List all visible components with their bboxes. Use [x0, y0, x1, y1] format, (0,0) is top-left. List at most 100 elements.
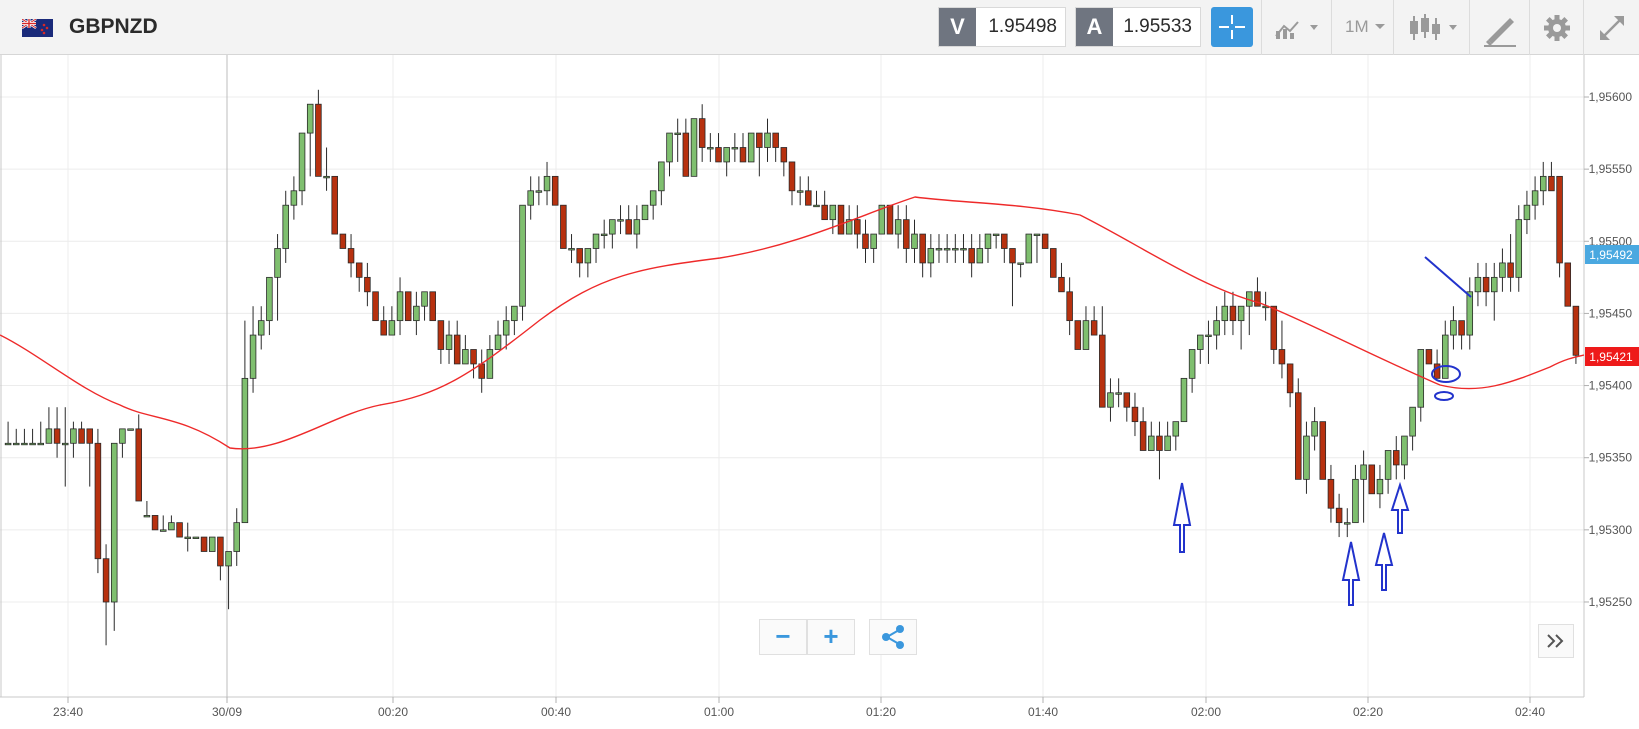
candle [1482, 262, 1490, 307]
candle [886, 204, 894, 235]
candle [1384, 450, 1392, 494]
candle [249, 306, 257, 393]
zoom-out-button[interactable]: − [759, 619, 807, 655]
candle [396, 277, 404, 336]
ask-price-box[interactable]: A 1.95533 [1075, 7, 1201, 47]
candle-body [1311, 421, 1318, 437]
candle [282, 190, 289, 263]
bid-price-box[interactable]: V 1.95498 [938, 7, 1066, 47]
candle [151, 515, 159, 531]
candle [445, 320, 453, 364]
candle [143, 501, 151, 518]
candle [110, 442, 118, 631]
candle-body [1319, 421, 1327, 480]
candle-body [1564, 262, 1572, 307]
chart-type-button[interactable] [1393, 0, 1469, 55]
candle-body [1360, 464, 1367, 480]
time-tick-label: 30/09 [212, 705, 242, 719]
price-chart[interactable]: 1,95600 1,95550 1,95500 1,95450 1,95400 1,953… [0, 55, 1639, 729]
candle-body [1058, 276, 1065, 293]
candle-body [1123, 392, 1131, 408]
candle [968, 234, 975, 278]
candle-body [184, 536, 191, 539]
candle [1009, 248, 1016, 307]
candle-body [21, 442, 28, 446]
candle [1311, 407, 1318, 451]
fullscreen-icon [1600, 16, 1624, 40]
candle-body [462, 349, 469, 365]
candle [453, 320, 461, 365]
candle [788, 161, 796, 206]
indicators-button[interactable] [1261, 0, 1331, 55]
candle-body [535, 190, 543, 193]
candle-body [45, 428, 53, 444]
timeframe-dropdown[interactable]: 1M [1331, 0, 1393, 55]
candle-body [1017, 262, 1024, 265]
candle [266, 276, 273, 336]
candle [519, 204, 526, 321]
zoom-in-button[interactable]: + [807, 619, 855, 655]
candle-body [127, 428, 134, 431]
candle [404, 291, 412, 322]
candle [1180, 377, 1188, 423]
price-tick-label: 1,95350 [1589, 451, 1633, 465]
candle [1237, 305, 1245, 350]
candle [61, 407, 69, 487]
candle-body [568, 248, 575, 251]
share-icon [882, 625, 904, 649]
scroll-to-latest-button[interactable] [1538, 624, 1574, 658]
candle-body [217, 536, 224, 567]
candle-body [1393, 450, 1400, 466]
settings-button[interactable] [1529, 0, 1583, 55]
candle-body [159, 529, 167, 532]
candle [1172, 421, 1180, 451]
candle [45, 407, 53, 444]
candle [633, 205, 641, 249]
candle-body [551, 175, 559, 206]
candle [1523, 190, 1531, 235]
candle [119, 428, 126, 458]
candle [1156, 421, 1163, 480]
candle-body [1425, 349, 1433, 365]
candle-body [976, 248, 984, 264]
candle [1213, 306, 1220, 350]
candle-body [1254, 291, 1261, 307]
share-button[interactable] [869, 619, 917, 655]
candle-body [658, 161, 665, 192]
fullscreen-button[interactable] [1583, 0, 1639, 55]
candle [290, 176, 298, 220]
indicators-icon [1275, 21, 1318, 39]
candle-body [813, 204, 820, 208]
candle-body [372, 291, 379, 322]
candle [698, 104, 706, 162]
crosshair-button[interactable] [1211, 7, 1253, 47]
candle [805, 176, 812, 206]
candle [159, 515, 167, 532]
candle-body [1148, 435, 1155, 451]
candle-body [282, 204, 289, 249]
candle-body [690, 118, 698, 177]
bid-price-marker: 1,95492 [1585, 245, 1639, 264]
candle [756, 132, 763, 177]
candle-body [1458, 320, 1465, 336]
candle-body [1009, 248, 1016, 264]
candle [94, 428, 102, 574]
candle-body [1066, 291, 1073, 322]
candle [1164, 421, 1171, 451]
up-arrow-4 [1390, 481, 1410, 534]
candle [1090, 306, 1098, 336]
candle [894, 205, 902, 249]
candle [1033, 233, 1041, 263]
candle [1229, 291, 1237, 336]
candle [1139, 407, 1147, 451]
candle-body [960, 248, 967, 251]
candle-body [347, 248, 355, 264]
candle-body [1156, 435, 1163, 451]
candle-body [257, 320, 265, 336]
time-tick-label: 01:40 [1028, 705, 1058, 719]
drawing-tools-button[interactable] [1469, 0, 1529, 55]
candle [462, 335, 469, 365]
candle-body [1474, 276, 1482, 293]
candle [821, 190, 828, 221]
candle-body [543, 175, 551, 192]
